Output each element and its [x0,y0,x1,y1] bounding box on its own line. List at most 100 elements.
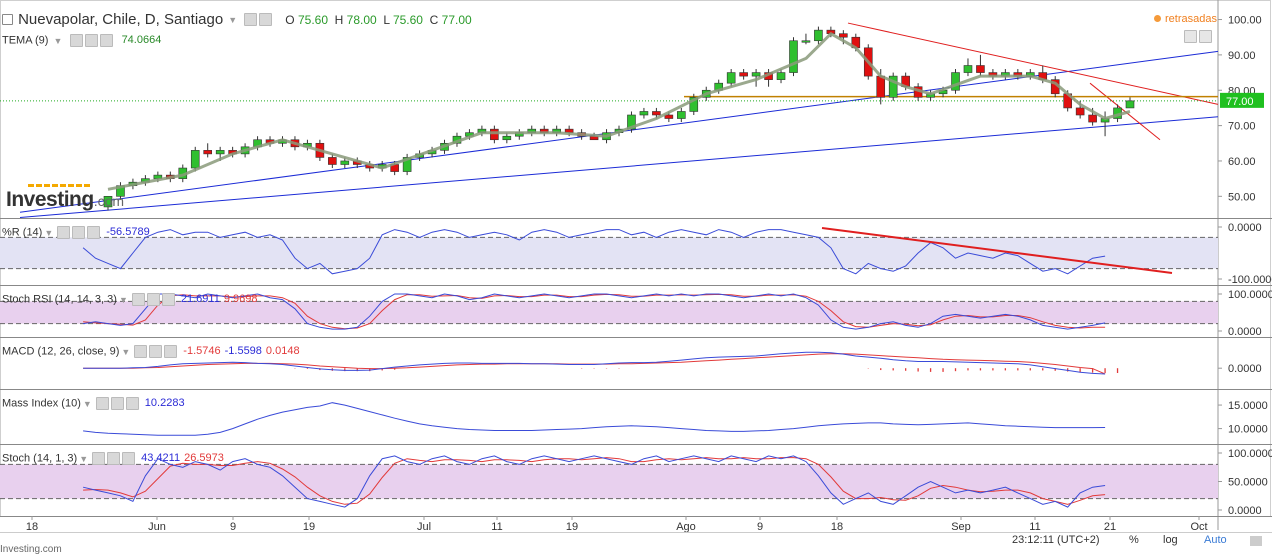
candle [1088,114,1097,123]
candle [951,72,960,91]
indicator-name: %R (14) [2,226,43,239]
chevron-down-icon[interactable]: ▼ [228,14,238,25]
gear-icon[interactable] [146,293,160,306]
indicator-tick-label: 0.0000 [1228,326,1262,338]
indicator-header: Stoch RSI (14, 14, 3, 3) ▼ 21.6911 9.9698 [2,293,257,306]
indicator-band [0,464,1218,499]
candle [726,72,736,84]
candle [490,128,499,141]
tema-label: TEMA (9) [2,34,49,47]
gear-icon[interactable] [149,345,163,358]
x-tick-label: 11 [1029,521,1040,533]
indicator-value: 9.9698 [223,293,258,306]
close-icon[interactable] [125,397,139,410]
square-icon[interactable] [2,14,13,25]
indicator-value: 10.2283 [144,397,185,410]
candle [677,111,686,119]
chevron-down-icon[interactable]: ▼ [44,227,54,238]
tema-header: TEMA (9) ▼ 74.0664 [2,34,161,47]
price-tick-label: 70.00 [1228,121,1256,133]
logo-stripes [28,184,92,187]
eye-icon[interactable] [131,293,145,306]
candle [1075,107,1085,116]
chevron-down-icon[interactable]: ▼ [53,35,63,46]
indicator-main-line [83,402,1106,436]
indicator-value: 43.4211 [141,452,181,465]
close-icon[interactable] [161,293,175,306]
percent-toggle[interactable]: % [1129,534,1139,546]
candle [652,111,661,116]
gear-icon[interactable] [84,34,98,47]
delayed-status: retrasadas [1154,13,1217,25]
chevron-down-icon[interactable]: ▼ [82,398,92,409]
eye-icon[interactable] [57,226,71,239]
candle [876,75,886,98]
chevron-down-icon[interactable]: ▼ [121,346,131,357]
indicator-main-line [83,351,1106,375]
indicator-value: -1.5598 [224,345,262,358]
candle [402,157,412,172]
close-icon[interactable] [87,226,101,239]
indicator-header: Mass Index (10) ▼ 10.2283 [2,397,185,410]
ohlc-readout: O 75.60 H 78.00 L 75.60 C 77.00 [285,13,478,27]
indicator-band [0,237,1218,269]
ohlc-value-h: 78.00 [346,12,384,27]
gear-icon[interactable] [72,226,86,239]
indicator-value: -56.5789 [106,226,150,239]
indicator-header: Stoch (14, 1, 3) ▼ 43.4211 26.5973 [2,452,224,465]
current-price-label: 77.00 [1226,96,1254,108]
candle [839,33,848,38]
indicator-main-line [82,229,1106,275]
ohlc-value-c: 77.00 [441,12,479,27]
eye-icon[interactable] [69,34,83,47]
indicator-band [0,301,1218,324]
arrow-up-icon[interactable] [1184,30,1197,43]
candle [190,150,200,169]
eye-icon[interactable] [134,345,148,358]
indicator-tick-label: 100.0000 [1228,448,1272,460]
log-toggle[interactable]: log [1163,534,1178,546]
candle [328,157,337,165]
gear-icon[interactable] [259,13,273,26]
close-icon[interactable] [122,452,136,465]
status-text: retrasadas [1165,13,1217,25]
chevron-down-icon[interactable]: ▼ [79,453,89,464]
ohlc-value-l: 75.60 [392,12,430,27]
candle [502,135,512,141]
indicator-name: Stoch RSI (14, 14, 3, 3) [2,293,117,306]
price-tick-label: 100.00 [1228,15,1262,27]
indicator-tick-label: 10.0000 [1228,424,1268,436]
current-price-badge [1220,92,1264,108]
x-tick-label: 19 [566,521,578,533]
close-icon[interactable] [99,34,113,47]
ohlc-label-o: O [285,12,298,27]
indicator-header: MACD (12, 26, close, 9) ▼ -1.5746 -1.5598 0.… [2,345,300,358]
candle [739,72,748,77]
x-tick-label: 9 [230,521,236,533]
gear-icon[interactable] [110,397,124,410]
camera-icon[interactable] [1250,536,1262,546]
williams-r-divergence-line [821,227,1173,274]
candle [103,196,113,208]
eye-icon[interactable] [92,452,106,465]
x-tick-label: 18 [26,521,38,533]
chart-header: Nuevapolar, Chile, D, Santiago ▼ O 75.60… [2,11,478,28]
indicator-tick-label: 0.0000 [1228,505,1262,517]
indicator-main-line [82,455,1106,508]
logo-suffix: .com [93,193,125,209]
indicator-tick-label: -100.0000 [1228,274,1272,286]
status-dot-icon [1154,15,1161,22]
chevron-down-icon[interactable]: ▼ [118,294,128,305]
eye-icon[interactable] [244,13,258,26]
logo-main: Investing [6,188,94,211]
candle [963,65,973,73]
price-tick-label: 90.00 [1228,50,1256,62]
arrow-down-icon[interactable] [1199,30,1212,43]
close-icon[interactable] [164,345,178,358]
eye-icon[interactable] [95,397,109,410]
ohlc-value-o: 75.60 [297,12,335,27]
candle [664,114,674,119]
auto-toggle[interactable]: Auto [1204,534,1227,546]
gear-icon[interactable] [107,452,121,465]
